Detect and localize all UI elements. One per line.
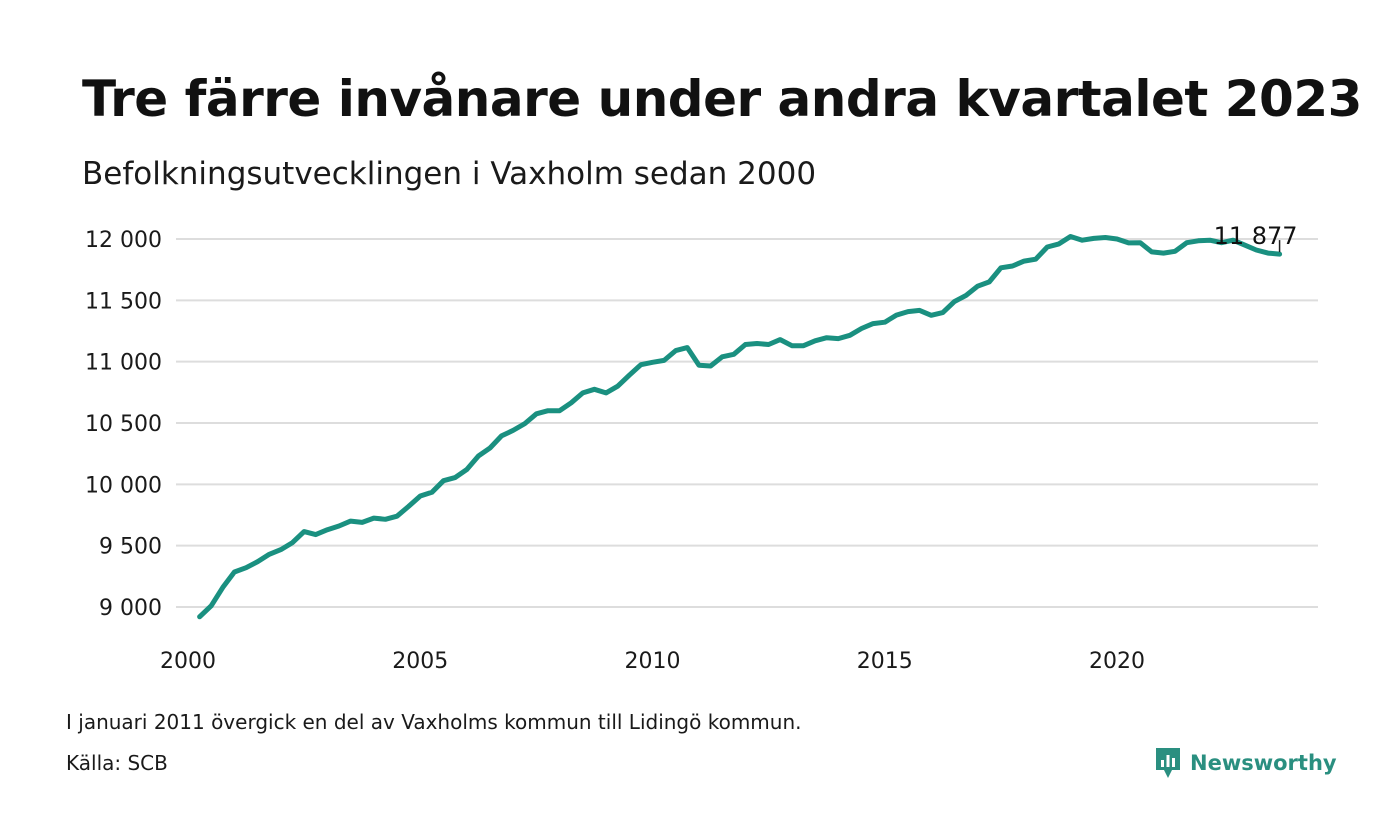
y-tick-label: 10 000: [85, 473, 162, 498]
line-chart: 9 000 9 500 10 000 10 500 11 000 11 500 12 000…: [85, 222, 1318, 674]
x-tick-label: 2015: [857, 649, 913, 674]
footnote: I januari 2011 övergick en del av Vaxhol…: [66, 710, 802, 734]
y-tick-label: 12 000: [85, 228, 162, 253]
brand-logo[interactable]: Newsworthy: [1154, 746, 1337, 780]
grid-lines: [176, 238, 1318, 608]
chart-subtitle: Befolkningsutvecklingen i Vaxholm sedan …: [82, 156, 817, 192]
annotation-layer: 11 877: [1214, 222, 1298, 253]
y-tick-label: 11 500: [85, 289, 162, 314]
series-layer: [197, 234, 1283, 620]
end-value-label: 11 877: [1214, 222, 1298, 250]
x-tick-label: 2010: [625, 649, 681, 674]
x-axis-ticks: 2000 2005 2010 2015 2020: [160, 649, 1145, 674]
chart-title: Tre färre invånare under andra kvartalet…: [82, 70, 1362, 128]
x-tick-label: 2005: [392, 649, 448, 674]
series-line: [197, 234, 1283, 620]
y-tick-label: 9 000: [99, 596, 162, 621]
x-tick-label: 2020: [1089, 649, 1145, 674]
newsworthy-logo-icon: [1156, 748, 1180, 778]
x-tick-label: 2000: [160, 649, 216, 674]
brand-name: Newsworthy: [1190, 751, 1337, 775]
y-tick-label: 9 500: [99, 535, 162, 560]
y-axis-ticks: 9 000 9 500 10 000 10 500 11 000 11 500 12 000: [85, 228, 162, 621]
y-tick-label: 11 000: [85, 351, 162, 376]
y-tick-label: 10 500: [85, 412, 162, 437]
source-note: Källa: SCB: [66, 751, 168, 775]
